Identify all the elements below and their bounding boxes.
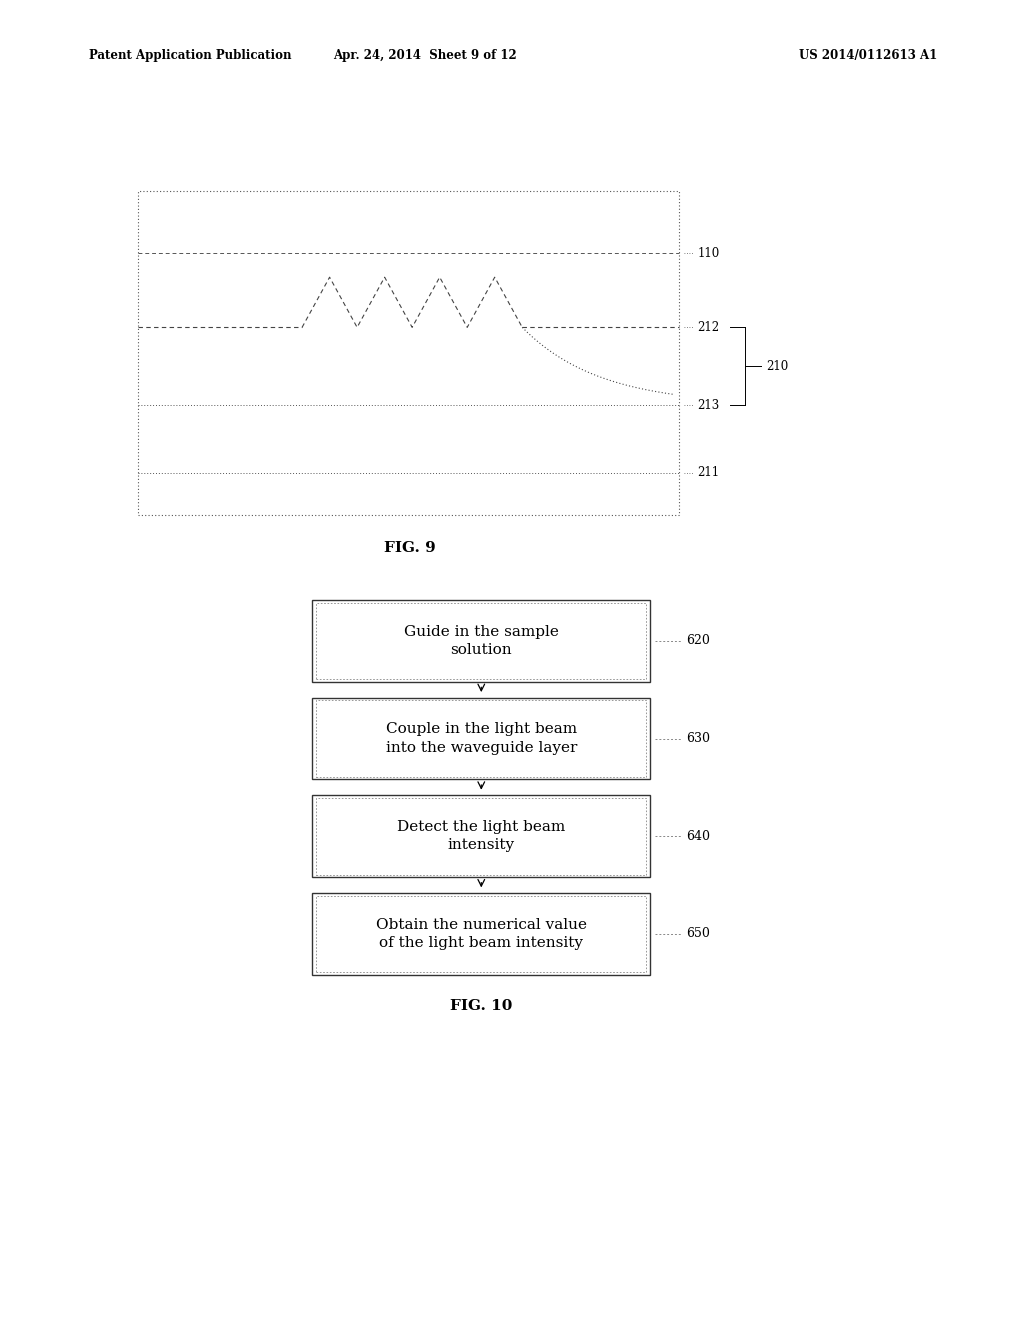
Text: 650: 650 [686,928,710,940]
Bar [316,700,646,776]
Bar [316,895,646,972]
Bar [312,599,650,681]
Text: 211: 211 [697,466,720,479]
Bar [312,795,650,876]
Text: Detect the light beam
intensity: Detect the light beam intensity [397,820,565,853]
Text: 110: 110 [697,247,720,260]
Text: 213: 213 [697,399,720,412]
Text: 620: 620 [686,635,710,647]
Text: US 2014/0112613 A1: US 2014/0112613 A1 [799,49,937,62]
Bar [138,191,679,515]
Text: FIG. 9: FIG. 9 [384,541,435,554]
Bar [316,602,646,678]
Text: 640: 640 [686,830,710,842]
Text: Couple in the light beam
into the waveguide layer: Couple in the light beam into the wavegu… [386,722,577,755]
Text: 630: 630 [686,733,710,744]
Text: Guide in the sample
solution: Guide in the sample solution [403,624,559,657]
Text: 210: 210 [766,360,788,372]
Bar [316,797,646,874]
Text: Obtain the numerical value
of the light beam intensity: Obtain the numerical value of the light … [376,917,587,950]
Text: Patent Application Publication: Patent Application Publication [89,49,292,62]
Bar [312,892,650,974]
Text: Apr. 24, 2014  Sheet 9 of 12: Apr. 24, 2014 Sheet 9 of 12 [333,49,517,62]
Text: 212: 212 [697,321,720,334]
Text: FIG. 10: FIG. 10 [451,999,512,1012]
Bar [312,697,650,779]
